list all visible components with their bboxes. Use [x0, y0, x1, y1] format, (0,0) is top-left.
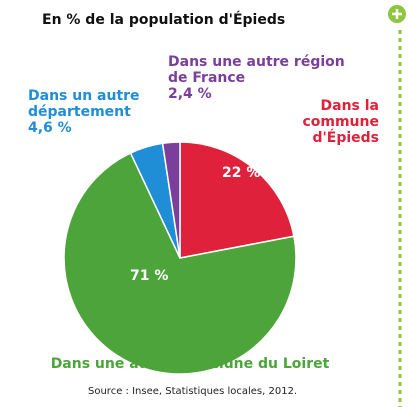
category-label: Dans une autre commune du Loiret	[50, 356, 330, 372]
pie-slice	[179, 141, 295, 259]
value-label: 22 %	[222, 165, 261, 181]
plus-sign	[392, 9, 402, 19]
source: Source : Insee, Statistiques locales, 20…	[88, 386, 298, 397]
value-label: 2,4 %	[168, 86, 212, 102]
category-label: Dans un autre département	[28, 88, 140, 120]
pie-slice	[161, 141, 181, 259]
pie-slice	[63, 152, 297, 375]
category-label: Dans une autre région de France	[168, 54, 345, 86]
value-label: 71 %	[130, 268, 169, 284]
value-label: 4,6 %	[28, 120, 72, 136]
category-label: Dans la commune d'Épieds	[302, 98, 379, 146]
chart-title: En % de la population d'Épieds	[42, 12, 286, 28]
